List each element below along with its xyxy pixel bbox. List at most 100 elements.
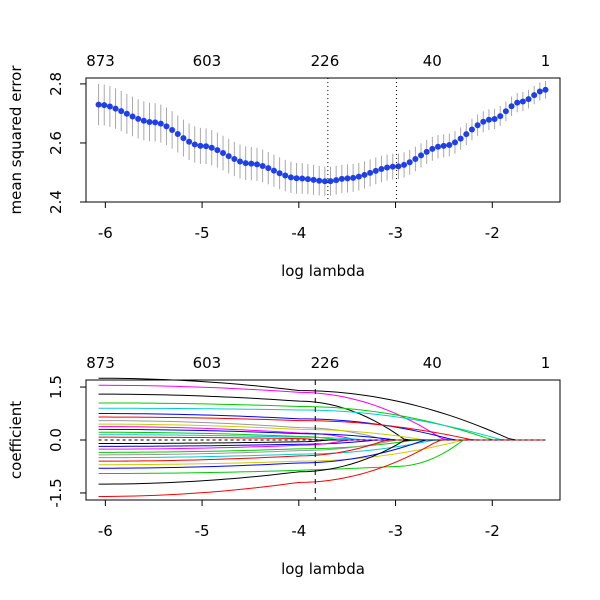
cv-point (101, 102, 108, 109)
cv-point (169, 126, 176, 133)
cv-point (220, 149, 227, 156)
coefficient-path (98, 377, 546, 441)
cv-point (457, 135, 464, 142)
cv-point (361, 171, 368, 178)
cv-point (423, 148, 430, 155)
cv-point (197, 142, 204, 149)
y-tick-label: 2.4 (47, 190, 65, 214)
cv-point (418, 152, 425, 159)
x-tick-label: -5 (195, 224, 210, 242)
nonzero-count-label: 226 (311, 354, 340, 372)
cv-point (355, 173, 362, 180)
nonzero-count-label: 873 (86, 52, 115, 70)
cv-point (372, 167, 379, 174)
y-tick-label: 0.0 (47, 428, 65, 452)
cv-point (378, 166, 385, 173)
coefficient-path (98, 439, 546, 445)
cv-point (401, 161, 408, 168)
x-tick-label: -4 (291, 522, 306, 540)
cv-point (135, 115, 142, 122)
coefficient-path (98, 407, 546, 441)
x-tick-label: -6 (98, 224, 113, 242)
cv-point (491, 116, 498, 123)
cv-point (265, 165, 272, 172)
cv-point (389, 163, 396, 170)
cv-point (446, 141, 453, 148)
cv-point (174, 131, 181, 138)
nonzero-count-label: 1 (541, 52, 551, 70)
cv-point (463, 131, 470, 138)
cv-point (129, 113, 136, 120)
cv-point (293, 175, 300, 182)
cv-point (531, 92, 538, 99)
y-tick-label: -1.5 (47, 478, 65, 507)
x-tick-label: -6 (98, 522, 113, 540)
cv-point (384, 164, 391, 171)
cv-point (406, 159, 413, 166)
nonzero-count-label: 1 (541, 354, 551, 372)
cv-point (333, 177, 340, 184)
cv-point (468, 126, 475, 133)
nonzero-count-label: 873 (86, 354, 115, 372)
cv-point (106, 103, 113, 110)
x-tick-label: -3 (388, 522, 403, 540)
cv-point (542, 86, 549, 93)
y-tick-label: 2.8 (47, 72, 65, 96)
y-tick-label: 2.6 (47, 131, 65, 155)
cv-point (497, 113, 504, 120)
cv-point (140, 117, 147, 124)
cv-point (485, 116, 492, 123)
coefficient-path (98, 439, 546, 450)
cv-point (451, 139, 458, 146)
cv-point (242, 160, 249, 167)
cv-point (429, 145, 436, 152)
y-tick-label: 1.5 (47, 375, 65, 399)
cv-point (480, 118, 487, 125)
x-axis-title: log lambda (281, 262, 365, 280)
cv-point (123, 110, 130, 117)
coefficient-path (98, 384, 546, 441)
cv-point (259, 162, 266, 169)
cv-point (118, 108, 125, 115)
nonzero-count-label: 603 (193, 52, 222, 70)
cv-point (508, 103, 515, 110)
coefficient-path-panel: -6 -5 -4 -3 -2 -1.5 0.0 1.5 873 603 226 40 1 log lamb… (7, 354, 561, 578)
nonzero-count-label: 603 (193, 354, 222, 372)
cv-point (214, 147, 221, 154)
x-tick-label: -2 (485, 522, 500, 540)
cv-point (276, 170, 283, 177)
coefficient-path (98, 439, 546, 456)
cv-point (440, 142, 447, 149)
cv-point (237, 158, 244, 165)
cv-point (180, 135, 187, 142)
cv-error-panel: -6 -5 -4 -3 -2 2.4 2.6 2.8 873 603 226 40 1 log lambd… (7, 52, 561, 280)
y-axis-title: coefficient (7, 401, 25, 479)
cv-point (203, 143, 210, 150)
cv-point (435, 143, 442, 150)
cv-point (344, 175, 351, 182)
cv-point (186, 138, 193, 145)
nonzero-count-label: 40 (423, 354, 442, 372)
cv-point (191, 141, 198, 148)
cv-point (253, 161, 260, 168)
cv-point (367, 169, 374, 176)
cv-point (412, 156, 419, 163)
x-axis-title: log lambda (281, 560, 365, 578)
cv-point (316, 177, 323, 184)
x-tick-label: -2 (485, 224, 500, 242)
cv-point (525, 96, 532, 103)
cv-point (304, 176, 311, 183)
nonzero-count-label: 226 (311, 52, 340, 70)
cv-point (395, 163, 402, 170)
cv-point (95, 101, 102, 108)
cv-point (146, 118, 153, 125)
cv-point (350, 174, 357, 181)
cv-point (514, 99, 521, 106)
cv-point (474, 122, 481, 129)
coefficient-path (98, 402, 546, 441)
cv-point (248, 160, 255, 167)
cv-point (282, 172, 289, 179)
cv-point (270, 167, 277, 174)
cv-point (519, 98, 526, 105)
